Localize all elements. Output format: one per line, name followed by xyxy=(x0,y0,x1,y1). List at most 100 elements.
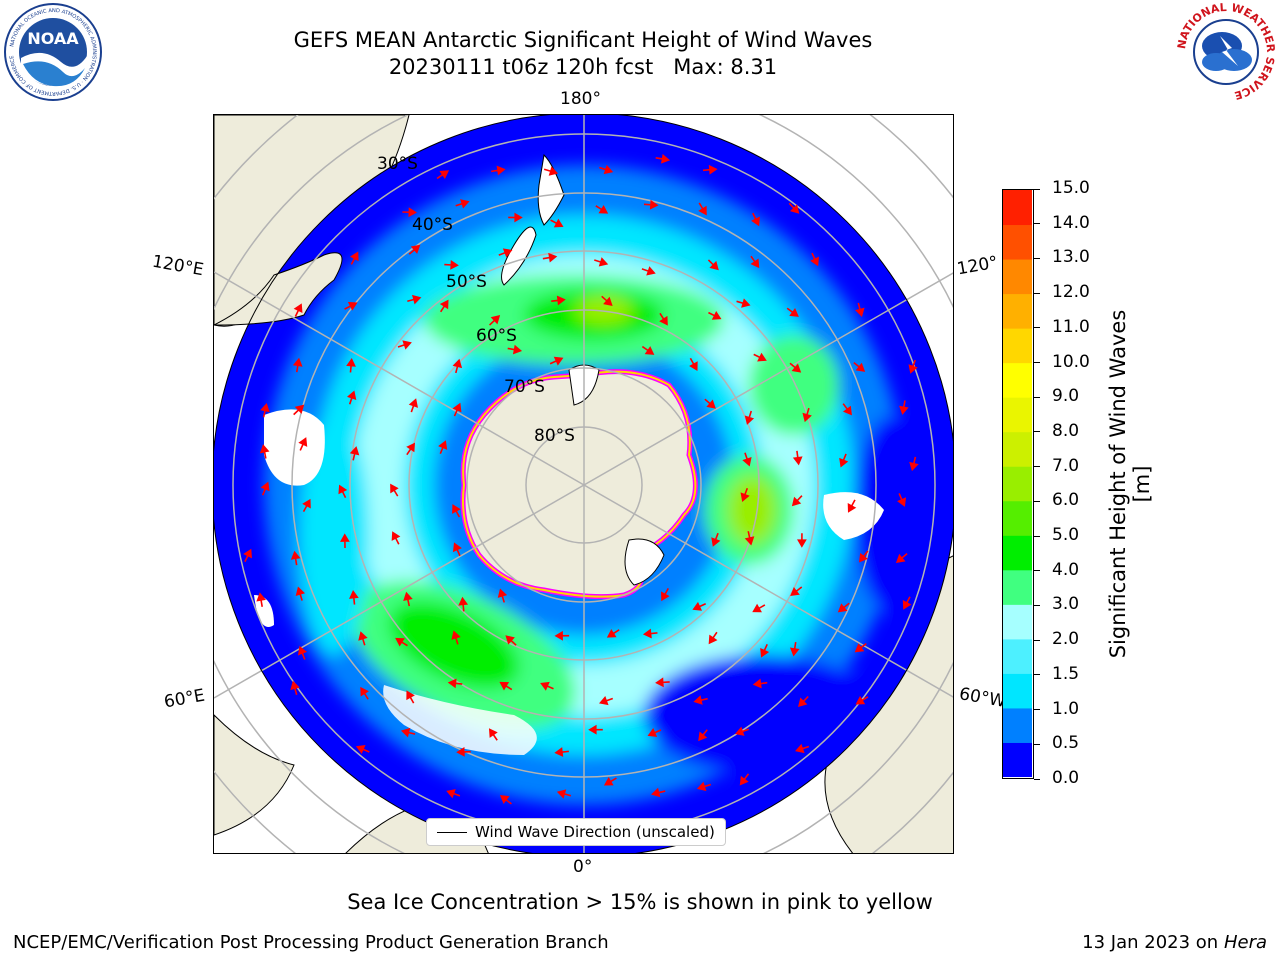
wind-arrow xyxy=(543,166,559,176)
colorbar-swatch xyxy=(1003,259,1032,295)
credit-right: 13 Jan 2023 on Hera xyxy=(1082,932,1267,953)
wind-arrow xyxy=(243,548,252,563)
colorbar-tick-mark xyxy=(1034,709,1040,711)
wind-arrow xyxy=(655,154,671,164)
nws-logo: NATIONAL WEATHER SERVICE xyxy=(1176,2,1276,102)
wind-arrow xyxy=(452,504,461,518)
wind-arrow xyxy=(355,745,370,755)
wind-arrow xyxy=(403,591,413,607)
sea-ice-note: Sea Ice Concentration > 15% is shown in … xyxy=(347,890,933,914)
wind-arrow xyxy=(902,596,912,610)
wind-arrow xyxy=(603,776,617,786)
wind-arrow xyxy=(298,437,308,451)
wind-arrow xyxy=(736,298,751,308)
wind-arrow xyxy=(451,630,461,645)
map-panel: 30°S 40°S 50°S 60°S 70°S 80°S xyxy=(213,114,954,854)
wind-arrow xyxy=(693,695,708,705)
wind-arrow xyxy=(853,361,866,372)
colorbar-title: Significant Height of Wind Waves [m] xyxy=(1106,309,1154,659)
colorbar-tick-label: 0.5 xyxy=(1052,733,1080,754)
wind-arrow xyxy=(788,202,800,214)
wind-arrow xyxy=(349,590,359,605)
colorbar-tick-mark xyxy=(1034,396,1040,398)
colorbar-swatch xyxy=(1003,397,1032,433)
wind-arrow xyxy=(346,357,356,373)
wind-arrow xyxy=(302,498,311,513)
colorbar-tick-label: 7.0 xyxy=(1052,455,1080,476)
wind-arrow xyxy=(897,493,907,507)
wind-arrow xyxy=(358,631,368,646)
wind-arrow xyxy=(641,345,655,355)
colorbar-tick-label: 4.0 xyxy=(1052,559,1080,580)
wind-arrow xyxy=(297,645,308,660)
wind-arrow xyxy=(408,244,421,255)
colorbar-tick-label: 14.0 xyxy=(1052,212,1090,233)
wind-arrow xyxy=(556,789,572,799)
colorbar-swatch xyxy=(1003,466,1032,502)
colorbar-tick-label: 15.0 xyxy=(1052,178,1090,198)
wind-arrow xyxy=(599,164,614,175)
wind-arrow xyxy=(400,727,416,738)
colorbar-tick-mark xyxy=(1034,674,1040,676)
colorbar-tick-mark xyxy=(1034,327,1040,329)
wind-arrow xyxy=(752,603,766,613)
wind-arrow xyxy=(641,266,656,276)
wind-arrow xyxy=(498,248,513,258)
lat-label-80s: 80°S xyxy=(534,426,575,446)
wind-arrow xyxy=(842,403,852,416)
lat-label-70s: 70°S xyxy=(504,377,545,397)
wind-arrow xyxy=(752,678,768,689)
colorbar-tick-label: 8.0 xyxy=(1052,420,1080,441)
wind-arrow xyxy=(507,344,523,355)
colorbar-tick-label: 0.0 xyxy=(1052,768,1080,788)
wind-arrow xyxy=(594,257,609,267)
wind-arrow xyxy=(707,259,719,271)
colorbar-tick-label: 13.0 xyxy=(1052,247,1090,268)
colorbar-tick-mark xyxy=(1034,778,1040,780)
wind-arrow xyxy=(601,295,613,306)
credit-date: 13 Jan 2023 on xyxy=(1082,932,1224,953)
chart-title: GEFS MEAN Antarctic Significant Height o… xyxy=(293,28,873,52)
colorbar-tick-mark xyxy=(1034,431,1040,433)
wind-arrow xyxy=(452,358,463,374)
colorbar-swatches xyxy=(1003,190,1032,778)
wind-arrow xyxy=(692,601,707,611)
credit-left: NCEP/EMC/Verification Post Processing Pr… xyxy=(13,932,609,953)
colorbar-tick-label: 12.0 xyxy=(1052,282,1090,303)
wind-arrow xyxy=(651,787,666,798)
wind-arrow xyxy=(786,307,799,317)
wind-arrow xyxy=(293,303,303,317)
wind-arrow xyxy=(292,357,303,373)
colorbar-tick-mark xyxy=(1034,500,1040,502)
wind-arrow xyxy=(260,481,270,496)
colorbar-swatch xyxy=(1003,362,1032,398)
wind-arrow xyxy=(606,628,620,638)
lon-label-180: 180° xyxy=(560,89,601,109)
wind-arrow xyxy=(698,729,708,742)
wind-arrow xyxy=(734,726,750,736)
wind-arrow xyxy=(488,314,501,326)
wind-arrow xyxy=(407,294,422,305)
wind-arrow xyxy=(391,531,401,545)
wind-arrow xyxy=(293,404,305,416)
wind-arrow xyxy=(739,773,750,786)
wind-arrow xyxy=(655,677,670,688)
wind-arrow xyxy=(708,631,718,645)
wind-arrow xyxy=(791,495,803,507)
wind-arrow xyxy=(446,789,461,799)
wind-arrow xyxy=(260,403,270,418)
lat-label-40s: 40°S xyxy=(412,215,453,235)
wind-arrow xyxy=(444,260,459,270)
wind-arrow xyxy=(847,499,857,513)
wind-arrow xyxy=(708,311,722,320)
wind-arrow xyxy=(750,255,760,269)
wind-arrow xyxy=(643,199,659,210)
wind-arrow xyxy=(696,781,712,792)
wind-arrow xyxy=(349,251,359,265)
wind-arrow xyxy=(704,398,716,409)
wind-arrow xyxy=(753,352,767,362)
wind-arrow xyxy=(802,407,812,423)
legend-label: Wind Wave Direction (unscaled) xyxy=(475,823,715,841)
wind-arrow xyxy=(347,390,357,405)
wind-arrow xyxy=(499,794,512,805)
